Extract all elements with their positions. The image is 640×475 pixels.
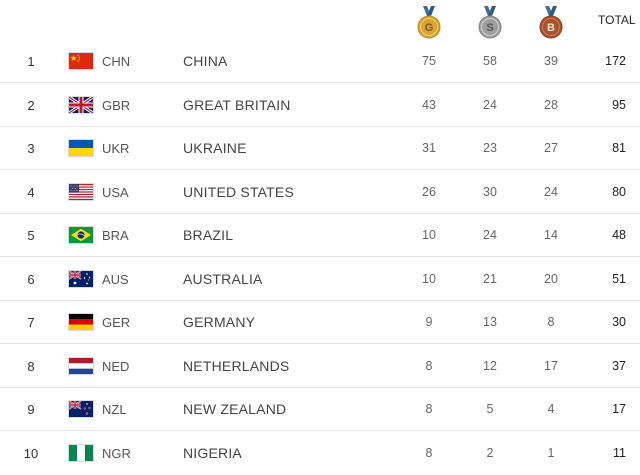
silver-count-cell: 58 [483,54,497,68]
total-count-cell: 81 [612,141,626,155]
great-britain-flag-icon [68,95,94,114]
rank-cell: 9 [27,402,35,417]
country-name-cell[interactable]: NETHERLANDS [183,357,290,374]
country-code-cell: AUS [102,271,129,287]
silver-count-cell: 30 [483,184,497,199]
gold-medal-icon: G [416,6,442,40]
rank-cell: 6 [27,271,35,287]
bronze-count-cell: 24 [544,184,558,199]
table-row[interactable]: 2 GBR GREAT BRITAIN 43 24 28 95 [0,84,640,127]
country-code-cell: BRA [102,228,129,243]
table-row[interactable]: 1 CHN CHINA 75 58 39 172 [0,40,640,83]
bronze-count-cell: 28 [544,97,558,112]
table-row[interactable]: 8 NED NETHERLANDS 8 12 17 37 [0,345,640,388]
silver-count-cell: 12 [483,358,497,373]
total-count-cell: 172 [605,54,626,68]
rank-cell: 2 [27,97,35,113]
table-row[interactable]: 5 BRA BRAZIL 10 24 14 48 [0,214,640,257]
country-code-cell: NGR [102,445,131,461]
gold-count-cell: 75 [422,54,436,68]
total-count-cell: 11 [613,445,626,460]
silver-count-cell: 2 [486,445,494,460]
country-code-cell: GER [102,315,131,330]
rank-cell: 10 [23,445,39,461]
country-name-cell[interactable]: AUSTRALIA [183,270,263,287]
rank-cell: 4 [27,184,35,200]
country-code-cell: USA [102,184,129,200]
brazil-flag-icon [68,226,94,244]
bronze-count-cell: 4 [547,402,555,416]
total-count-cell: 95 [612,97,626,112]
new-zealand-flag-icon [68,400,94,418]
rank-cell: 3 [27,141,35,156]
bronze-count-cell: 20 [544,271,558,286]
gold-count-cell: 8 [425,402,433,416]
svg-text:B: B [547,22,555,34]
country-code-cell: UKR [102,141,130,156]
country-name-cell[interactable]: GERMANY [183,314,256,330]
total-count-cell: 51 [612,271,626,286]
bronze-count-cell: 14 [544,228,558,242]
total-column-header: TOTAL [598,13,636,27]
rank-cell: 8 [27,358,35,374]
table-row[interactable]: 7 GER GERMANY 9 13 8 30 [0,301,640,344]
usa-flag-icon [68,182,94,201]
rank-cell: 5 [27,228,35,243]
bronze-count-cell: 8 [547,315,555,329]
nigeria-flag-icon [68,443,94,462]
country-name-cell[interactable]: GREAT BRITAIN [183,96,291,113]
country-name-cell[interactable]: NEW ZEALAND [183,401,287,417]
bronze-count-cell: 39 [544,54,558,68]
bronze-count-cell: 27 [544,141,558,155]
rank-cell: 1 [27,54,35,69]
silver-count-cell: 23 [483,141,497,155]
table-row[interactable]: 4 USA UNITED STATES 26 30 24 80 [0,171,640,214]
country-code-cell: GBR [102,97,131,113]
table-row[interactable]: 6 AUS AUSTRALIA 10 21 20 51 [0,258,640,301]
total-count-cell: 37 [612,358,626,373]
table-header: G S B TOTAL [0,0,640,44]
china-flag-icon [68,52,94,70]
table-row[interactable]: 9 NZL NEW ZEALAND 8 5 4 17 [0,388,640,431]
netherlands-flag-icon [68,356,94,375]
country-name-cell[interactable]: UNITED STATES [183,183,294,200]
bronze-count-cell: 1 [547,445,555,460]
silver-count-cell: 13 [483,315,497,329]
silver-count-cell: 5 [486,402,494,416]
gold-count-cell: 8 [425,445,433,460]
table-row[interactable]: 3 UKR UKRAINE 31 23 27 81 [0,127,640,170]
total-count-cell: 80 [612,184,626,199]
country-code-cell: NED [102,358,130,374]
gold-count-cell: 26 [422,184,436,199]
silver-count-cell: 24 [483,228,497,242]
country-name-cell[interactable]: NIGERIA [183,444,242,461]
australia-flag-icon [68,269,94,288]
gold-count-cell: 8 [425,358,433,373]
country-name-cell[interactable]: BRAZIL [183,227,234,243]
total-count-cell: 30 [612,315,626,329]
gold-count-cell: 43 [422,97,436,112]
rank-cell: 7 [27,315,35,330]
gold-count-cell: 9 [425,315,433,329]
silver-medal-icon: S [477,6,503,40]
gold-count-cell: 10 [422,228,436,242]
total-count-cell: 48 [612,228,626,242]
svg-text:S: S [486,22,493,34]
gold-count-cell: 10 [422,271,436,286]
bronze-medal-icon: B [538,6,564,40]
country-code-cell: CHN [102,54,131,69]
country-name-cell[interactable]: UKRAINE [183,140,247,156]
total-count-cell: 17 [612,402,626,416]
country-code-cell: NZL [102,402,127,417]
silver-count-cell: 21 [483,271,497,286]
svg-text:G: G [425,22,434,34]
table-row[interactable]: 10 NGR NIGERIA 8 2 1 11 [0,432,640,475]
gold-count-cell: 31 [422,141,436,155]
country-name-cell[interactable]: CHINA [183,53,228,69]
ukraine-flag-icon [68,139,94,157]
bronze-count-cell: 17 [544,358,558,373]
silver-count-cell: 24 [483,97,497,112]
germany-flag-icon [68,313,94,331]
